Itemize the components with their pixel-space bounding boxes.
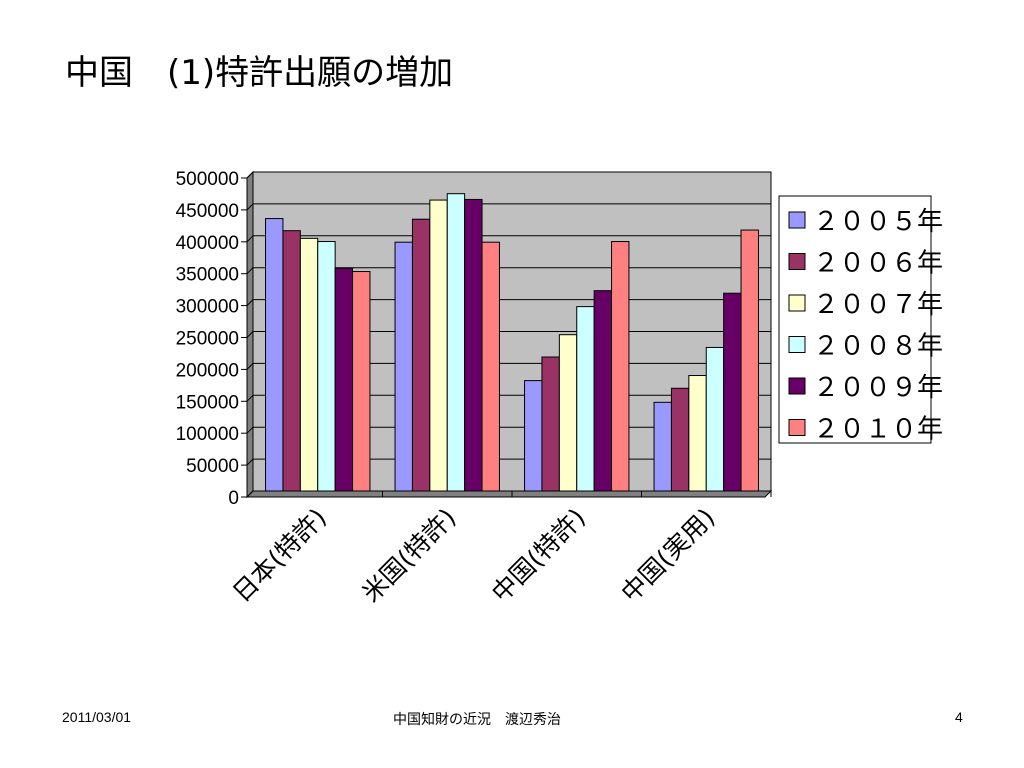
y-tick-label: 400000: [176, 233, 239, 254]
gridline-depth: [246, 426, 254, 434]
legend-swatch: [788, 294, 806, 312]
bar: [481, 241, 500, 492]
legend-swatch: [788, 336, 806, 353]
bar: [688, 375, 707, 492]
bar: [670, 387, 690, 492]
bar: [352, 271, 371, 492]
y-tick-label: 50000: [186, 456, 239, 477]
page-number: 4: [955, 709, 963, 725]
bar: [429, 199, 448, 492]
legend-box: [778, 195, 932, 444]
bar: [524, 380, 543, 492]
y-tick-label: 300000: [176, 297, 239, 318]
gridline-depth: [246, 235, 254, 243]
bar: [317, 241, 336, 492]
bar: [723, 292, 742, 492]
gridline-depth: [246, 458, 254, 466]
y-tick-label: 350000: [176, 265, 239, 286]
gridline-depth: [246, 171, 254, 179]
legend-label: ２００５年: [813, 207, 943, 237]
gridline-depth: [246, 267, 254, 275]
y-tick-label: 0: [228, 488, 239, 509]
y-tick-label: 200000: [176, 360, 239, 381]
gridline-depth: [246, 394, 254, 402]
y-tick-label: 150000: [176, 392, 239, 413]
bar: [740, 229, 759, 492]
legend-label: ２０１０年: [813, 415, 943, 445]
bar: [265, 218, 284, 492]
y-tick-label: 100000: [176, 424, 239, 445]
bar: [611, 241, 630, 492]
bar: [464, 198, 483, 492]
x-tick-label: 中国(特許): [486, 503, 591, 608]
bar: [394, 241, 413, 492]
legend-label: ２００６年: [813, 249, 943, 279]
bar: [705, 346, 725, 492]
legend-label: ２００７年: [813, 290, 943, 320]
gridline-depth: [246, 331, 254, 338]
bar: [299, 237, 319, 492]
x-tick-label: 日本(特許): [227, 503, 332, 608]
x-tick-label: 中国(実用): [615, 503, 720, 608]
legend-label: ２００８年: [813, 332, 943, 362]
bar: [653, 401, 672, 492]
bar: [593, 290, 613, 492]
y-tick-label: 450000: [176, 201, 239, 222]
legend-label: ２００９年: [813, 373, 943, 403]
x-tick-label: 米国(特許): [356, 503, 461, 608]
footer-text: 中国知財の近況 渡辺秀治: [393, 712, 561, 728]
bar: [541, 356, 560, 492]
bar: [334, 267, 354, 492]
legend-swatch: [788, 253, 806, 270]
gridline-depth: [246, 490, 254, 498]
gridline-depth: [246, 203, 254, 211]
legend-swatch: [788, 377, 806, 395]
bar: [282, 230, 301, 492]
gridline-depth: [246, 363, 254, 370]
legend-swatch: [788, 419, 806, 436]
y-tick-label: 250000: [176, 329, 239, 350]
footer-date: 2011/03/01: [62, 709, 132, 725]
gridline-depth: [246, 299, 254, 306]
bar: [411, 218, 431, 492]
y-tick-label: 500000: [176, 169, 239, 190]
bar: [576, 306, 595, 492]
plot-floor: [245, 490, 773, 498]
bar: [558, 334, 578, 492]
slide-title: 中国 (1)特許出願の増加: [65, 53, 454, 93]
bar: [446, 193, 466, 492]
legend-swatch: [788, 211, 806, 229]
